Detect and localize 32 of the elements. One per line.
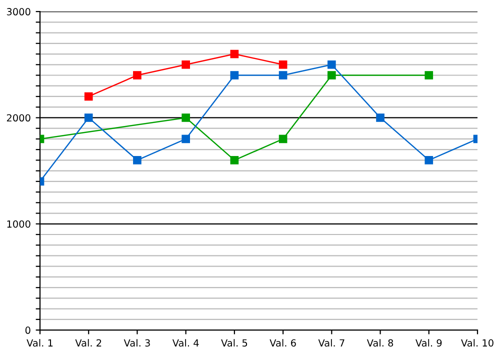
x-tick-label: Val. 1 — [26, 339, 53, 347]
point — [278, 134, 288, 144]
point — [182, 134, 190, 144]
x-tick-label: Val. 5 — [221, 339, 248, 347]
point — [182, 114, 190, 122]
point — [278, 71, 288, 80]
point — [230, 156, 239, 164]
point — [133, 71, 142, 80]
point — [278, 60, 288, 69]
x-tick-label: Val. 3 — [124, 339, 150, 347]
x-tick-label: Val. 4 — [172, 339, 199, 347]
x-tick-label: Val. 6 — [270, 339, 296, 347]
point — [230, 71, 239, 80]
y-tick-label: 3000 — [6, 8, 30, 16]
point — [84, 114, 93, 122]
x-tick-label: Val. 10 — [461, 339, 494, 347]
point — [133, 156, 142, 164]
point — [424, 71, 434, 80]
point — [328, 60, 336, 69]
y-tick-label: 1000 — [7, 220, 30, 228]
point — [376, 114, 384, 122]
point — [84, 92, 93, 101]
y-tick-label: 2000 — [6, 114, 30, 122]
point — [182, 60, 190, 69]
point — [424, 156, 434, 164]
x-tick-label: Val. 7 — [318, 339, 344, 347]
y-tick-label: 0 — [25, 326, 30, 334]
point — [328, 71, 336, 80]
x-tick-label: Val. 9 — [416, 339, 442, 347]
x-tick-label: Val. 2 — [75, 339, 102, 347]
point — [230, 50, 239, 58]
x-tick-label: Val. 8 — [366, 339, 394, 347]
